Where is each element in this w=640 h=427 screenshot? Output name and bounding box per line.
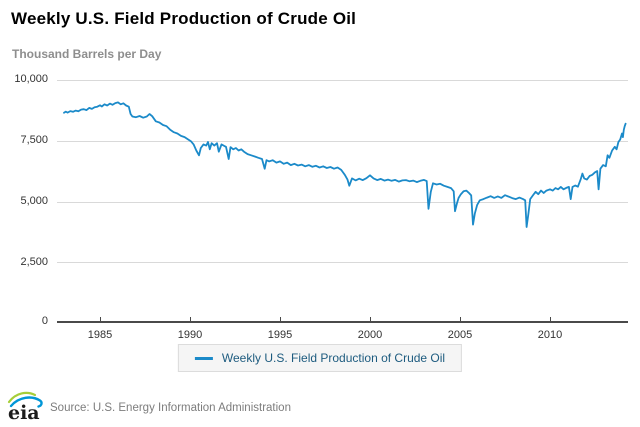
gridline-7500	[57, 141, 628, 142]
x-tick-label-2005: 2005	[447, 329, 473, 341]
x-axis-line	[57, 321, 628, 323]
legend-series-label: Weekly U.S. Field Production of Crude Oi…	[221, 351, 446, 365]
gridline-10000	[57, 80, 628, 81]
x-tick-label-2010: 2010	[537, 329, 563, 341]
chart-legend: Weekly U.S. Field Production of Crude Oi…	[177, 344, 463, 372]
y-tick-label-5000: 5,000	[20, 195, 48, 207]
eia-logo: eia	[7, 391, 43, 424]
y-tick-label-10000: 10,000	[14, 73, 48, 85]
gridline-2500	[57, 262, 628, 263]
x-tick-2010	[550, 317, 551, 322]
x-tick-label-2000: 2000	[357, 329, 383, 341]
y-tick-label-0: 0	[41, 315, 48, 327]
eia-logo-blue-arc-icon	[9, 396, 43, 408]
y-tick-label-2500: 2,500	[20, 256, 48, 268]
x-tick-1990	[190, 317, 191, 322]
x-tick-2005	[460, 317, 461, 322]
eia-logo-green-arc-icon	[7, 391, 37, 404]
legend-line-swatch-icon	[194, 356, 213, 360]
x-tick-label-1995: 1995	[267, 329, 293, 341]
x-tick-label-1985: 1985	[87, 329, 113, 341]
y-tick-label-7500: 7,500	[20, 134, 48, 146]
source-attribution: Source: U.S. Energy Information Administ…	[50, 402, 291, 414]
page-title: Weekly U.S. Field Production of Crude Oi…	[11, 9, 357, 28]
x-tick-1995	[280, 317, 281, 322]
x-tick-1985	[100, 317, 101, 322]
y-axis-units-label: Thousand Barrels per Day	[12, 47, 162, 61]
gridline-5000	[57, 202, 628, 203]
x-tick-label-1990: 1990	[177, 329, 203, 341]
production-line-series	[63, 101, 627, 228]
x-tick-2000	[370, 317, 371, 322]
eia-logo-text: eia	[8, 402, 40, 424]
